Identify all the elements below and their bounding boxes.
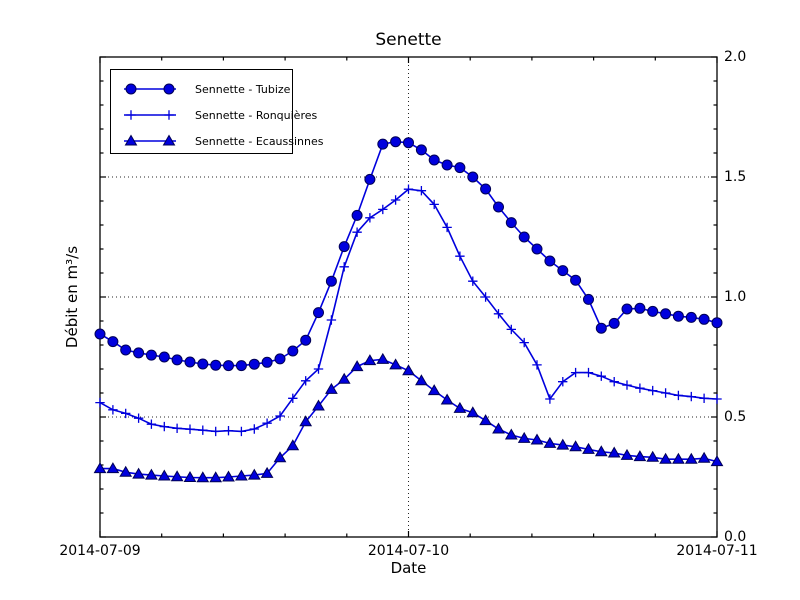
legend: Sennette - Tubize Sennette - Ronquières … (110, 69, 324, 154)
legend-sample-plus-icon (124, 110, 176, 120)
x-axis-label: Date (390, 559, 427, 577)
chart-title: Senette (375, 30, 442, 50)
x-tick-label-2014-07-10: 2014-07-10 (367, 543, 450, 559)
legend-item-ronquieres: Sennette - Ronquières (119, 102, 317, 128)
y-tick-label-2.0: 2.0 (724, 49, 747, 65)
legend-sample-circle-icon (124, 83, 176, 95)
legend-item-ecaussinnes: Sennette - Ecaussinnes (119, 128, 324, 154)
legend-label-ronquieres: Sennette - Ronquières (195, 108, 318, 122)
legend-label-tubize: Sennette - Tubize (195, 82, 291, 96)
y-tick-label-1.0: 1.0 (724, 289, 747, 305)
legend-item-tubize: Sennette - Tubize (119, 76, 292, 102)
legend-sample-triangle-icon (124, 134, 176, 146)
y-axis-label: Débit en m³/s (63, 245, 81, 349)
y-tick-label-0.0: 0.0 (724, 529, 747, 545)
y-tick-label-1.5: 1.5 (724, 169, 747, 185)
x-tick-label-2014-07-11: 2014-07-11 (676, 543, 758, 559)
x-tick-label-2014-07-09: 2014-07-09 (59, 543, 141, 559)
y-tick-label-0.5: 0.5 (724, 409, 747, 425)
legend-label-ecaussinnes: Sennette - Ecaussinnes (195, 134, 324, 148)
